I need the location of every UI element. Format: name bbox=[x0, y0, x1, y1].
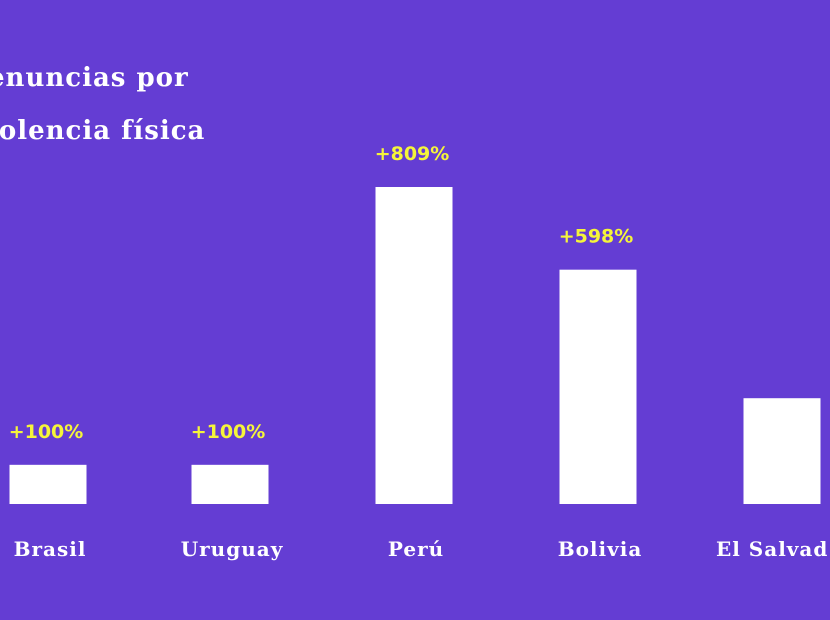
category-label-el-salvad: El Salvad bbox=[716, 537, 828, 561]
value-label-bolivia: +598% bbox=[559, 226, 634, 248]
chart-title-line-2: iolencia física bbox=[0, 116, 206, 146]
chart-title-line-1: enuncias por bbox=[0, 63, 189, 93]
bar-uruguay bbox=[191, 464, 269, 504]
value-label-brasil: +100% bbox=[9, 421, 84, 443]
bar-peru bbox=[375, 187, 453, 504]
bar-el-salvad bbox=[743, 398, 821, 504]
value-label-uruguay: +100% bbox=[191, 421, 266, 443]
category-label-brasil: Brasil bbox=[14, 537, 87, 561]
value-label-peru: +809% bbox=[375, 143, 450, 165]
bar-bolivia bbox=[559, 269, 637, 504]
bar-brasil bbox=[9, 464, 87, 504]
category-label-uruguay: Uruguay bbox=[181, 537, 284, 561]
category-label-peru: Perú bbox=[388, 537, 444, 561]
chart-title: enuncias por iolencia física bbox=[0, 52, 205, 158]
category-label-bolivia: Bolivia bbox=[558, 537, 643, 561]
